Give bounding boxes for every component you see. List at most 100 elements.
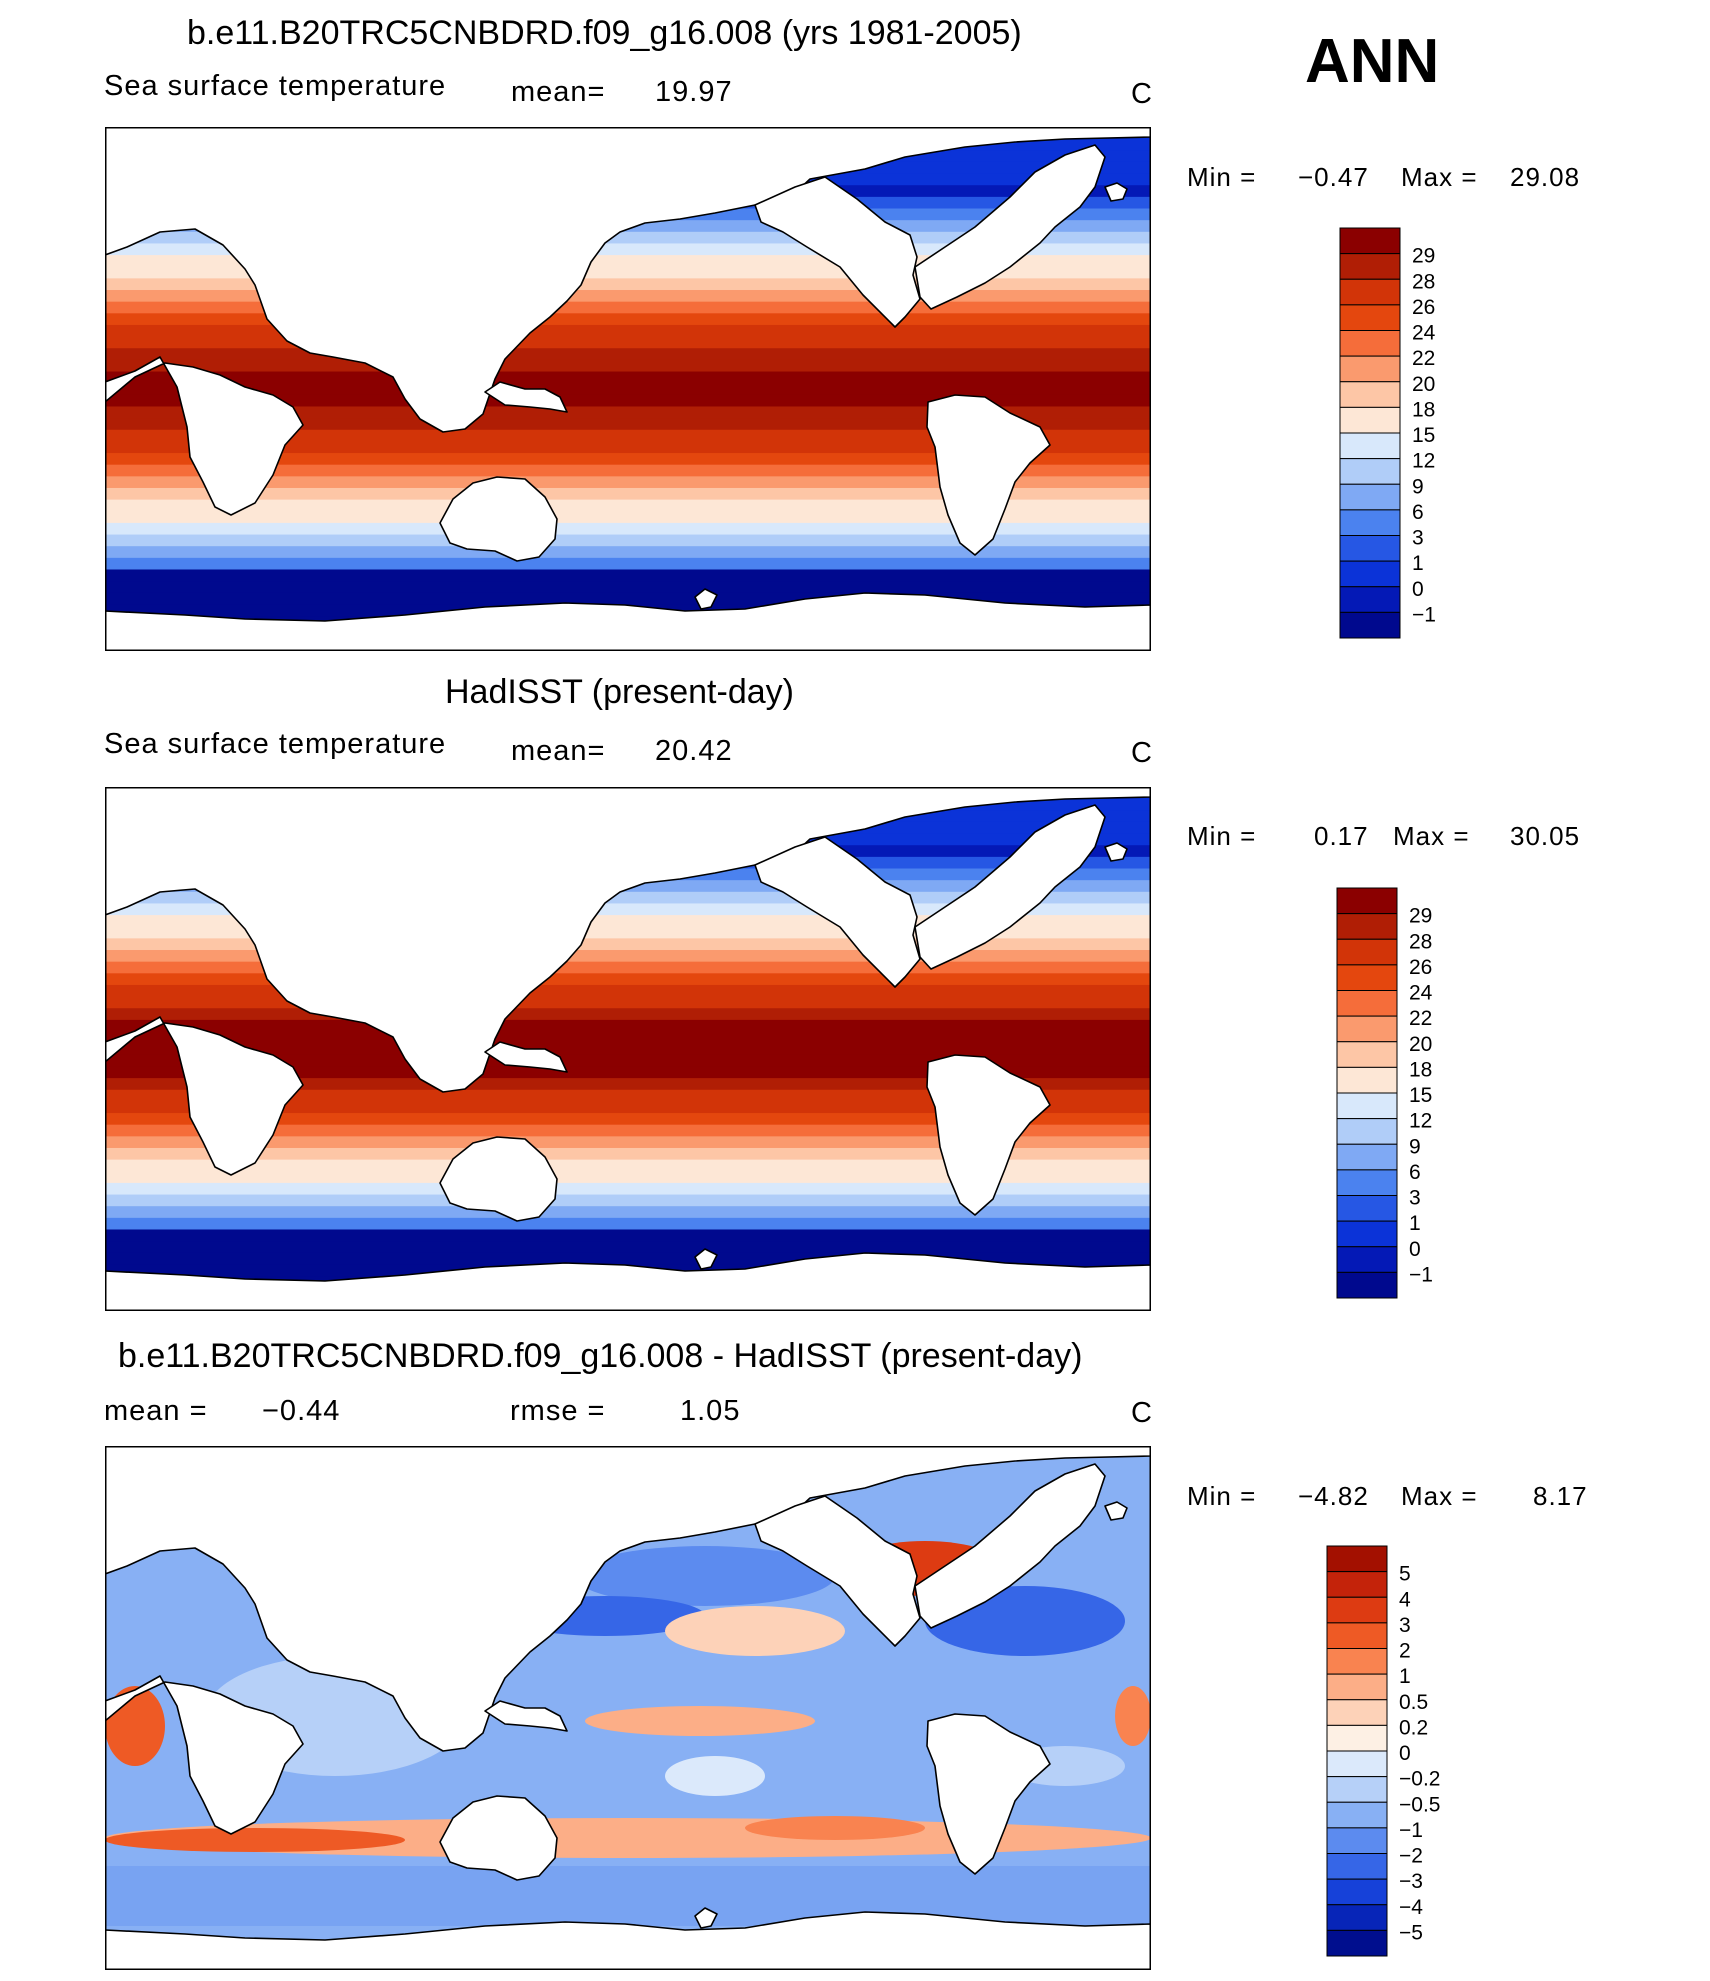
sst-band bbox=[105, 499, 1151, 512]
colorbar-tick-label: 0 bbox=[1412, 578, 1424, 601]
colorbar-tick-label: 22 bbox=[1412, 347, 1435, 370]
colorbar-swatch bbox=[1336, 1015, 1398, 1043]
colorbar-swatch bbox=[1336, 1041, 1398, 1068]
difference-contour bbox=[1115, 1686, 1151, 1746]
difference-contour bbox=[665, 1606, 845, 1656]
sst-band bbox=[105, 1194, 1151, 1207]
panel-3-colorbar: 54 3 21 0.50.2 0 −0.2−0.5 −1 −2−3 −4−5 bbox=[1326, 1545, 1440, 1957]
panel-3-mean-label: mean = bbox=[104, 1395, 208, 1427]
coastlines bbox=[105, 127, 1151, 651]
landmass bbox=[914, 144, 1106, 310]
landmass bbox=[754, 836, 921, 988]
colorbar-swatch bbox=[1339, 611, 1401, 639]
coastlines bbox=[105, 787, 1151, 1311]
panel-2-map bbox=[105, 787, 1151, 1311]
colorbar-tick-label: 1 bbox=[1399, 1665, 1411, 1688]
panel-3-minmax: Min = −4.82 Max = 8.17 bbox=[1187, 1481, 1607, 1513]
colorbar-swatch bbox=[1326, 1878, 1388, 1906]
panel-1-units: C bbox=[1131, 78, 1153, 110]
panel-1-map bbox=[105, 127, 1151, 651]
colorbar-swatch bbox=[1336, 990, 1398, 1017]
landmass bbox=[105, 787, 1151, 1093]
panel-1-title: b.e11.B20TRC5CNBDRD.f09_g16.008 (yrs 198… bbox=[187, 14, 1022, 52]
panel-1-mean-value: 19.97 bbox=[655, 76, 733, 108]
map-frame bbox=[105, 127, 1151, 651]
landmass bbox=[105, 592, 1151, 651]
colorbar-swatch bbox=[1336, 964, 1398, 991]
colorbar-tick-label: 18 bbox=[1412, 398, 1435, 421]
sst-band bbox=[105, 1159, 1151, 1172]
sst-band bbox=[105, 1089, 1151, 1102]
panel-1-min-value: −0.47 bbox=[1298, 162, 1369, 192]
sst-band bbox=[105, 996, 1151, 1009]
landmass bbox=[754, 1495, 921, 1647]
colorbar-tick-label: 18 bbox=[1409, 1058, 1432, 1081]
landmass bbox=[926, 1713, 1051, 1875]
colorbar-swatch bbox=[1336, 1118, 1398, 1145]
panel-2-max-value: 30.05 bbox=[1510, 821, 1581, 851]
sst-band bbox=[105, 406, 1151, 419]
panel-3-mean-value: −0.44 bbox=[262, 1395, 341, 1427]
colorbar-swatch bbox=[1336, 887, 1398, 915]
colorbar-tick-label: 15 bbox=[1409, 1084, 1432, 1107]
sst-band bbox=[105, 464, 1151, 477]
colorbar-swatch bbox=[1326, 1545, 1388, 1573]
colorbar-tick-label: −1 bbox=[1412, 603, 1436, 626]
colorbar-tick-label: 0.2 bbox=[1399, 1716, 1428, 1739]
panel-1-variable: Sea surface temperature bbox=[104, 70, 447, 102]
colorbar-tick-label: −2 bbox=[1399, 1845, 1423, 1868]
colorbar-swatch bbox=[1339, 483, 1401, 511]
colorbar-tick-label: 0.5 bbox=[1399, 1691, 1428, 1714]
colorbar-swatch bbox=[1339, 586, 1401, 613]
colorbar-tick-label: 6 bbox=[1412, 501, 1424, 524]
panel-3-rmse-value: 1.05 bbox=[680, 1395, 741, 1427]
landmass bbox=[484, 1041, 568, 1073]
sst-band bbox=[105, 418, 1151, 431]
colorbar-tick-label: 26 bbox=[1412, 296, 1435, 319]
colorbar-swatch bbox=[1336, 1220, 1398, 1248]
colorbar-swatch bbox=[1336, 938, 1398, 966]
colorbar-swatch bbox=[1339, 253, 1401, 280]
landmass bbox=[1104, 842, 1128, 862]
landmass bbox=[105, 127, 1151, 433]
colorbar-tick-label: 3 bbox=[1412, 527, 1424, 550]
difference-contour bbox=[575, 1546, 835, 1606]
colorbar-swatch bbox=[1336, 1195, 1398, 1222]
colorbar-tick-label: 3 bbox=[1399, 1614, 1411, 1637]
sst-band bbox=[105, 1066, 1151, 1079]
panel-1-min-label: Min = bbox=[1187, 162, 1257, 192]
colorbar-tick-label: 24 bbox=[1412, 322, 1436, 345]
coastlines bbox=[105, 1446, 1151, 1970]
colorbar-tick-label: 28 bbox=[1412, 270, 1435, 293]
colorbar-swatch bbox=[1326, 1571, 1388, 1598]
sst-band bbox=[105, 1229, 1151, 1242]
map-frame bbox=[105, 787, 1151, 1311]
sst-band bbox=[105, 511, 1151, 524]
panel-2-variable: Sea surface temperature bbox=[104, 728, 447, 760]
map-frame bbox=[105, 1446, 1151, 1970]
colorbar-swatch bbox=[1336, 1246, 1398, 1273]
colorbar-tick-label: 29 bbox=[1412, 245, 1435, 268]
landmass bbox=[105, 1016, 304, 1176]
landmass bbox=[914, 1463, 1106, 1629]
panel-2-title: HadISST (present-day) bbox=[445, 673, 794, 711]
colorbar-swatch bbox=[1336, 1066, 1398, 1094]
sst-band bbox=[105, 429, 1151, 442]
sst-band bbox=[105, 348, 1151, 361]
colorbar-swatch bbox=[1326, 1673, 1388, 1701]
panel-3-min-label: Min = bbox=[1187, 1481, 1257, 1511]
colorbar-swatch bbox=[1339, 304, 1401, 331]
colorbar-tick-label: −0.5 bbox=[1399, 1793, 1440, 1816]
colorbar-swatch bbox=[1336, 1092, 1398, 1120]
colorbar-swatch bbox=[1326, 1853, 1388, 1880]
difference-contour bbox=[745, 1816, 925, 1840]
sst-band bbox=[105, 1217, 1151, 1231]
colorbar-swatch bbox=[1339, 278, 1401, 306]
landmass bbox=[694, 1907, 718, 1929]
sst-band bbox=[105, 1054, 1151, 1068]
colorbar-swatch bbox=[1339, 560, 1401, 588]
colorbar-swatch bbox=[1339, 381, 1401, 408]
sst-band bbox=[105, 534, 1151, 547]
difference-contour bbox=[105, 1866, 1151, 1926]
